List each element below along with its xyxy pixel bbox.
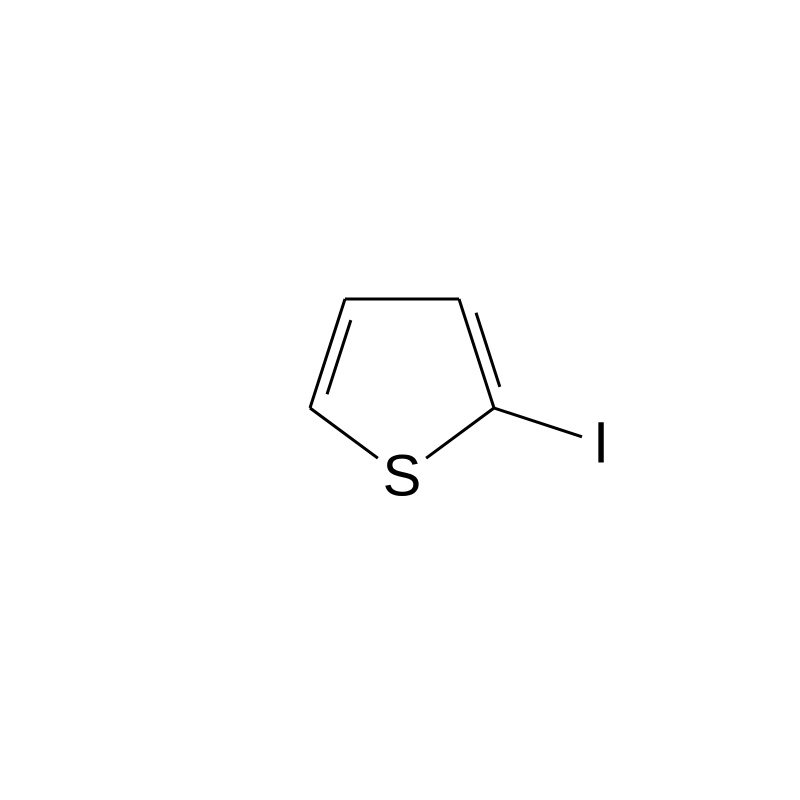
atom-label-I: I bbox=[593, 411, 609, 476]
atoms-layer: SI bbox=[383, 411, 609, 509]
bonds-layer bbox=[310, 299, 582, 458]
atom-label-S: S bbox=[383, 444, 422, 509]
bond-C2-C3 bbox=[459, 299, 500, 408]
bond-S-C2 bbox=[426, 408, 494, 458]
bond-C2-I bbox=[494, 408, 582, 437]
bond-C5-S bbox=[310, 408, 378, 458]
molecule-diagram: SI bbox=[0, 0, 800, 800]
bond-C4-C5 bbox=[310, 299, 351, 408]
